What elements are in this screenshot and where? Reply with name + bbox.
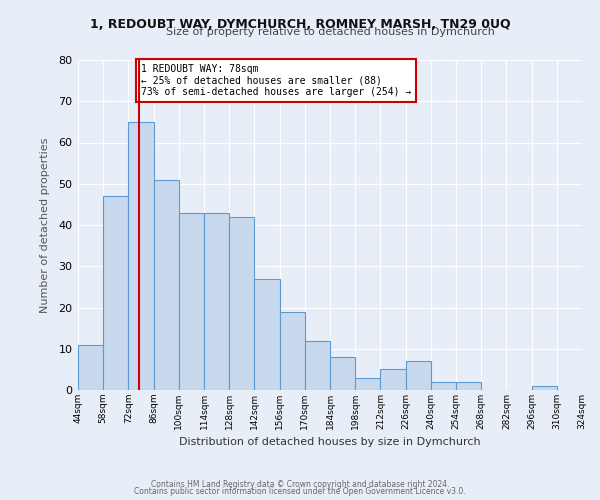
Bar xyxy=(406,361,431,390)
Text: 1 REDOUBT WAY: 78sqm
← 25% of detached houses are smaller (88)
73% of semi-detac: 1 REDOUBT WAY: 78sqm ← 25% of detached h… xyxy=(141,64,411,98)
Bar xyxy=(355,378,380,390)
Bar xyxy=(330,357,355,390)
Bar xyxy=(431,382,456,390)
Bar xyxy=(532,386,557,390)
Bar xyxy=(280,312,305,390)
Bar xyxy=(128,122,154,390)
Bar xyxy=(305,340,330,390)
Bar xyxy=(103,196,128,390)
Y-axis label: Number of detached properties: Number of detached properties xyxy=(40,138,50,312)
Bar xyxy=(456,382,481,390)
Text: Contains public sector information licensed under the Open Government Licence v3: Contains public sector information licen… xyxy=(134,487,466,496)
Title: Size of property relative to detached houses in Dymchurch: Size of property relative to detached ho… xyxy=(166,27,494,37)
Bar xyxy=(78,344,103,390)
Text: Contains HM Land Registry data © Crown copyright and database right 2024.: Contains HM Land Registry data © Crown c… xyxy=(151,480,449,489)
Bar xyxy=(204,212,229,390)
Text: 1, REDOUBT WAY, DYMCHURCH, ROMNEY MARSH, TN29 0UQ: 1, REDOUBT WAY, DYMCHURCH, ROMNEY MARSH,… xyxy=(89,18,511,30)
Bar xyxy=(254,278,280,390)
Bar xyxy=(179,212,204,390)
X-axis label: Distribution of detached houses by size in Dymchurch: Distribution of detached houses by size … xyxy=(179,438,481,448)
Bar xyxy=(154,180,179,390)
Bar xyxy=(229,217,254,390)
Bar xyxy=(582,386,600,390)
Bar xyxy=(380,370,406,390)
